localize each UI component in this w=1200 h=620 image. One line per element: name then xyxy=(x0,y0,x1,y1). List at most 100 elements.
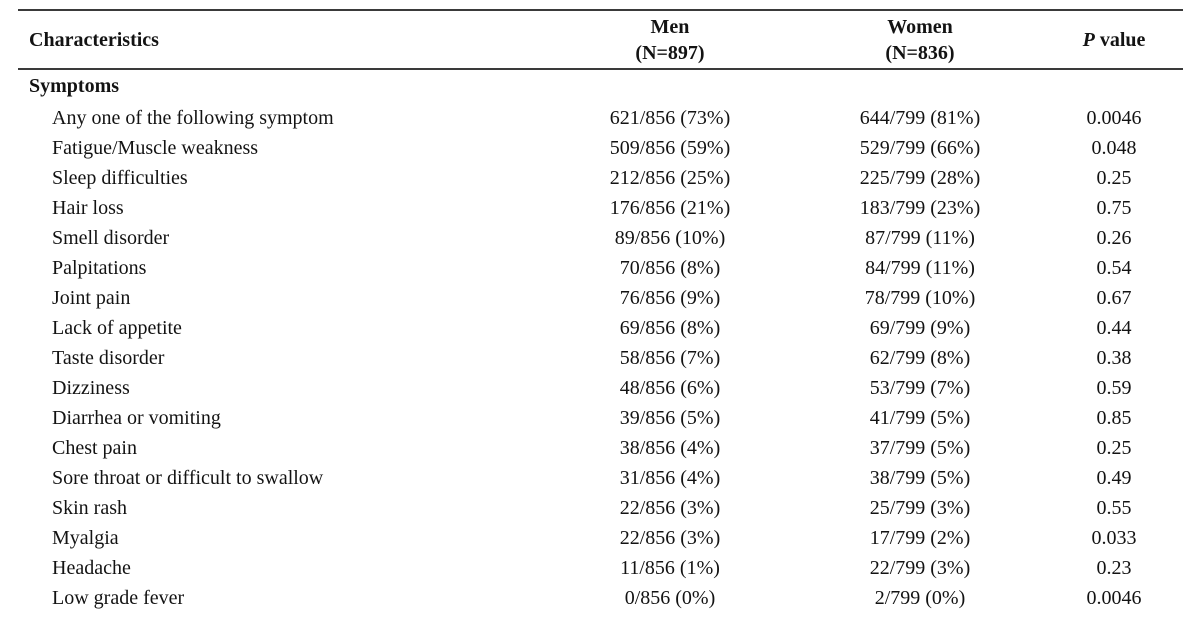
row-women-value: 69/799 (9%) xyxy=(869,316,971,339)
row-men-value: 509/856 (59%) xyxy=(609,136,731,159)
row-label: Low grade fever xyxy=(52,586,185,609)
row-p-value: 0.49 xyxy=(1096,466,1132,489)
row-women-value: 78/799 (10%) xyxy=(864,286,976,309)
row-p-value: 0.54 xyxy=(1096,256,1132,279)
header-women: Women (N=836) xyxy=(795,14,1045,66)
row-label: Palpitations xyxy=(52,256,147,279)
row-men-value: 212/856 (25%) xyxy=(609,166,731,189)
table-header-row: Characteristics Men (N=897) Women (N=836… xyxy=(18,11,1183,68)
header-men: Men (N=897) xyxy=(545,14,795,66)
section-row-symptoms: Symptoms xyxy=(18,70,1183,103)
row-women-value: 644/799 (81%) xyxy=(859,106,981,129)
row-label: Hair loss xyxy=(52,196,124,219)
table-row: Any one of the following symptom 621/856… xyxy=(18,103,1183,133)
table-row: Chest pain 38/856 (4%) 37/799 (5%) 0.25 xyxy=(18,433,1183,463)
row-p-value: 0.38 xyxy=(1096,346,1132,369)
table-row: Hair loss 176/856 (21%) 183/799 (23%) 0.… xyxy=(18,193,1183,223)
row-p-value: 0.0046 xyxy=(1086,106,1142,129)
table-row: Taste disorder 58/856 (7%) 62/799 (8%) 0… xyxy=(18,343,1183,373)
row-label: Sore throat or difficult to swallow xyxy=(52,466,324,489)
row-women-value: 25/799 (3%) xyxy=(869,496,971,519)
table-row: Skin rash 22/856 (3%) 25/799 (3%) 0.55 xyxy=(18,493,1183,523)
row-men-value: 89/856 (10%) xyxy=(614,226,726,249)
row-label: Dizziness xyxy=(52,376,130,399)
row-women-value: 38/799 (5%) xyxy=(869,466,971,489)
row-p-value: 0.23 xyxy=(1096,556,1132,579)
row-p-value: 0.26 xyxy=(1096,226,1132,249)
header-p-italic: P xyxy=(1082,28,1095,51)
row-women-value: 22/799 (3%) xyxy=(869,556,971,579)
table-row: Headache 11/856 (1%) 22/799 (3%) 0.23 xyxy=(18,553,1183,583)
row-label: Headache xyxy=(52,556,131,579)
row-men-value: 11/856 (1%) xyxy=(620,556,720,579)
row-men-value: 76/856 (9%) xyxy=(619,286,721,309)
row-men-value: 58/856 (7%) xyxy=(619,346,721,369)
row-women-value: 37/799 (5%) xyxy=(869,436,971,459)
header-p-value: P value xyxy=(1045,27,1183,53)
header-men-line2: (N=897) xyxy=(635,41,705,64)
table-body: Any one of the following symptom 621/856… xyxy=(18,103,1183,613)
row-women-value: 62/799 (8%) xyxy=(869,346,971,369)
row-women-value: 17/799 (2%) xyxy=(869,526,971,549)
table-row: Dizziness 48/856 (6%) 53/799 (7%) 0.59 xyxy=(18,373,1183,403)
header-women-line1: Women xyxy=(887,15,953,38)
row-p-value: 0.048 xyxy=(1091,136,1137,159)
row-p-value: 0.67 xyxy=(1096,286,1132,309)
row-men-value: 39/856 (5%) xyxy=(619,406,721,429)
row-p-value: 0.033 xyxy=(1091,526,1137,549)
row-label: Chest pain xyxy=(52,436,137,459)
row-p-value: 0.75 xyxy=(1096,196,1132,219)
row-women-value: 529/799 (66%) xyxy=(859,136,981,159)
row-label: Skin rash xyxy=(52,496,127,519)
table-top-rule xyxy=(18,9,1183,11)
header-p-rest: value xyxy=(1094,28,1146,51)
section-label: Symptoms xyxy=(29,75,120,97)
row-p-value: 0.25 xyxy=(1096,166,1132,189)
table-row: Lack of appetite 69/856 (8%) 69/799 (9%)… xyxy=(18,313,1183,343)
row-label: Any one of the following symptom xyxy=(52,106,334,129)
row-men-value: 31/856 (4%) xyxy=(619,466,721,489)
row-women-value: 87/799 (11%) xyxy=(865,226,975,249)
row-women-value: 41/799 (5%) xyxy=(869,406,971,429)
row-men-value: 22/856 (3%) xyxy=(619,496,721,519)
header-women-line2: (N=836) xyxy=(885,41,955,64)
header-bottom-rule xyxy=(18,68,1183,70)
row-women-value: 53/799 (7%) xyxy=(869,376,971,399)
table-row: Low grade fever 0/856 (0%) 2/799 (0%) 0.… xyxy=(18,583,1183,613)
row-p-value: 0.59 xyxy=(1096,376,1132,399)
header-men-line1: Men xyxy=(650,15,690,38)
table-row: Fatigue/Muscle weakness 509/856 (59%) 52… xyxy=(18,133,1183,163)
row-women-value: 2/799 (0%) xyxy=(874,586,966,609)
row-men-value: 22/856 (3%) xyxy=(619,526,721,549)
row-men-value: 621/856 (73%) xyxy=(609,106,731,129)
row-p-value: 0.25 xyxy=(1096,436,1132,459)
row-women-value: 183/799 (23%) xyxy=(859,196,981,219)
row-men-value: 0/856 (0%) xyxy=(624,586,716,609)
row-men-value: 176/856 (21%) xyxy=(609,196,731,219)
row-label: Sleep difficulties xyxy=(52,166,188,189)
characteristics-table: Characteristics Men (N=897) Women (N=836… xyxy=(18,9,1183,613)
table-row: Sleep difficulties 212/856 (25%) 225/799… xyxy=(18,163,1183,193)
row-women-value: 225/799 (28%) xyxy=(859,166,981,189)
row-women-value: 84/799 (11%) xyxy=(865,256,975,279)
row-label: Joint pain xyxy=(52,286,131,309)
row-men-value: 69/856 (8%) xyxy=(619,316,721,339)
table-row: Myalgia 22/856 (3%) 17/799 (2%) 0.033 xyxy=(18,523,1183,553)
row-label: Myalgia xyxy=(52,526,119,549)
row-p-value: 0.0046 xyxy=(1086,586,1142,609)
row-men-value: 38/856 (4%) xyxy=(619,436,721,459)
header-characteristics: Characteristics xyxy=(29,28,159,51)
table-row: Smell disorder 89/856 (10%) 87/799 (11%)… xyxy=(18,223,1183,253)
row-label: Lack of appetite xyxy=(52,316,182,339)
row-label: Taste disorder xyxy=(52,346,165,369)
row-men-value: 70/856 (8%) xyxy=(619,256,721,279)
row-p-value: 0.85 xyxy=(1096,406,1132,429)
row-label: Fatigue/Muscle weakness xyxy=(52,136,259,159)
table-row: Palpitations 70/856 (8%) 84/799 (11%) 0.… xyxy=(18,253,1183,283)
table-row: Sore throat or difficult to swallow 31/8… xyxy=(18,463,1183,493)
table-row: Diarrhea or vomiting 39/856 (5%) 41/799 … xyxy=(18,403,1183,433)
row-p-value: 0.44 xyxy=(1096,316,1132,339)
row-p-value: 0.55 xyxy=(1096,496,1132,519)
table-row: Joint pain 76/856 (9%) 78/799 (10%) 0.67 xyxy=(18,283,1183,313)
row-men-value: 48/856 (6%) xyxy=(619,376,721,399)
